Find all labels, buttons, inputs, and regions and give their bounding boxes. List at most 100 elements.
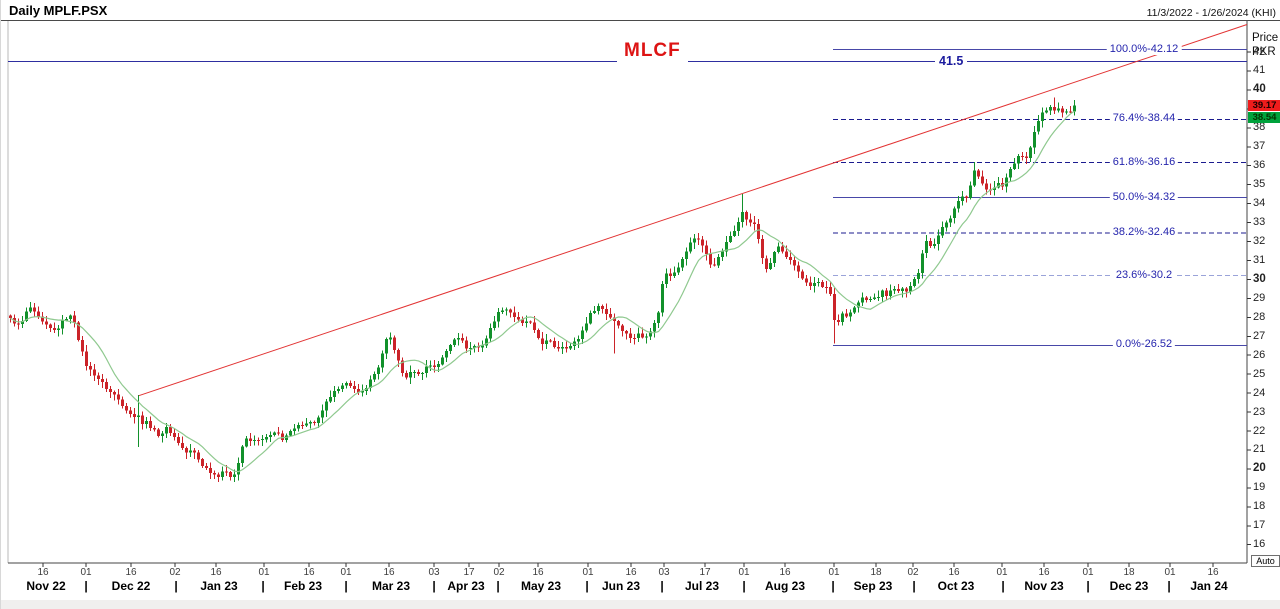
x-axis-month-separator: | bbox=[660, 579, 664, 593]
y-axis-title: Price PKR bbox=[1252, 31, 1278, 59]
y-axis-label: 20 bbox=[1253, 462, 1266, 475]
x-axis-month-label: Jul 23 bbox=[684, 579, 720, 593]
y-axis-label: 24 bbox=[1253, 386, 1266, 399]
x-axis-day-tick: 17 bbox=[699, 567, 711, 578]
fib-level-label: 61.8%-36.16 bbox=[1109, 155, 1179, 168]
y-axis-label: 27 bbox=[1253, 329, 1266, 342]
y-axis-label: 42 bbox=[1253, 45, 1266, 58]
x-axis-month-separator: | bbox=[1001, 579, 1005, 593]
x-axis-day-tick: 16 bbox=[625, 567, 637, 578]
x-axis-month-separator: | bbox=[174, 579, 178, 593]
fib-level-label: 50.0%-34.32 bbox=[1109, 190, 1179, 203]
title-bar: Daily MPLF.PSX 11/3/2022 - 1/26/2024 (KH… bbox=[1, 0, 1280, 21]
x-axis-day-tick: 01 bbox=[80, 567, 92, 578]
x-axis-month-label: Jan 24 bbox=[1190, 579, 1228, 593]
y-axis-label: 36 bbox=[1253, 159, 1266, 172]
x-axis-day-tick: 18 bbox=[1123, 567, 1135, 578]
x-axis-month-label: Apr 23 bbox=[447, 579, 485, 593]
x-axis-month-separator: | bbox=[432, 579, 436, 593]
x-axis-day-tick: 17 bbox=[463, 567, 475, 578]
last-price-marker: 39.17 bbox=[1248, 100, 1280, 111]
x-axis-day-tick: 16 bbox=[210, 567, 222, 578]
fib-level-label: 76.4%-38.44 bbox=[1109, 112, 1179, 125]
x-axis-day-tick: 18 bbox=[870, 567, 882, 578]
x-axis-month-separator: | bbox=[912, 579, 916, 593]
y-axis-label: 22 bbox=[1253, 424, 1266, 437]
y-axis-label: 35 bbox=[1253, 178, 1266, 191]
fib-level-label: 23.6%-30.2 bbox=[1112, 268, 1176, 281]
x-axis-month-label: Mar 23 bbox=[371, 579, 411, 593]
x-axis-month-label: Jun 23 bbox=[601, 579, 641, 593]
auto-scale-button[interactable]: Auto bbox=[1251, 555, 1280, 567]
moving-average-line bbox=[10, 110, 1075, 473]
x-axis-day-tick: 16 bbox=[37, 567, 49, 578]
y-axis-label: 31 bbox=[1253, 253, 1266, 266]
y-axis-title-line1: Price bbox=[1252, 32, 1279, 44]
x-axis-day-tick: 01 bbox=[340, 567, 352, 578]
x-axis-day-tick: 16 bbox=[383, 567, 395, 578]
y-axis-label: 19 bbox=[1253, 481, 1266, 494]
chart-title: Daily MPLF.PSX bbox=[9, 3, 108, 18]
x-axis-day-tick: 01 bbox=[582, 567, 594, 578]
y-axis-label: 17 bbox=[1253, 519, 1266, 532]
y-axis-label: 30 bbox=[1253, 272, 1266, 285]
y-axis-label: 25 bbox=[1253, 367, 1266, 380]
candlestick-series bbox=[9, 97, 1076, 483]
x-axis-month-label: Nov 22 bbox=[26, 579, 66, 593]
x-axis-day-tick: 01 bbox=[996, 567, 1008, 578]
y-axis-label: 38 bbox=[1253, 121, 1266, 134]
fib-level-label: 100.0%-42.12 bbox=[1106, 42, 1182, 55]
x-axis-day-tick: 03 bbox=[658, 567, 670, 578]
x-axis-day-tick: 16 bbox=[532, 567, 544, 578]
window-bottom-strip bbox=[1, 600, 1280, 609]
alert-price-label[interactable]: 41.5 bbox=[935, 54, 968, 68]
y-axis-label: 26 bbox=[1253, 348, 1266, 361]
x-axis-day-tick: 16 bbox=[779, 567, 791, 578]
date-range-label: 11/3/2022 - 1/26/2024 (KHI) bbox=[1146, 7, 1276, 19]
x-axis-day-tick: 02 bbox=[169, 567, 181, 578]
x-axis-month-separator: | bbox=[496, 579, 500, 593]
ma-price-marker: 38.54 bbox=[1248, 112, 1280, 123]
x-axis-month-label: May 23 bbox=[520, 579, 562, 593]
x-axis-month-separator: | bbox=[84, 579, 88, 593]
x-axis-month-label: Dec 23 bbox=[1109, 579, 1149, 593]
x-axis-day-tick: 16 bbox=[948, 567, 960, 578]
y-axis-label: 21 bbox=[1253, 443, 1266, 456]
y-axis-label: 34 bbox=[1253, 197, 1266, 210]
x-axis-month-label: Feb 23 bbox=[283, 579, 323, 593]
y-axis-label: 40 bbox=[1253, 83, 1266, 96]
symbol-watermark: MLCF bbox=[617, 40, 688, 62]
x-axis-day-tick: 01 bbox=[738, 567, 750, 578]
y-axis-label: 23 bbox=[1253, 405, 1266, 418]
y-axis-label: 37 bbox=[1253, 140, 1266, 153]
y-axis-label: 28 bbox=[1253, 310, 1266, 323]
y-axis-label: 18 bbox=[1253, 500, 1266, 513]
y-axis-label: 16 bbox=[1253, 538, 1266, 551]
y-axis-title-line2: PKR bbox=[1252, 46, 1276, 58]
x-axis-day-tick: 16 bbox=[1038, 567, 1050, 578]
x-axis-month-label: Sep 23 bbox=[853, 579, 893, 593]
x-axis-day-tick: 01 bbox=[1164, 567, 1176, 578]
fib-level-label: 38.2%-32.46 bbox=[1109, 225, 1179, 238]
x-axis-month-separator: | bbox=[742, 579, 746, 593]
x-axis-day-tick: 01 bbox=[828, 567, 840, 578]
fib-level-label: 0.0%-26.52 bbox=[1112, 338, 1176, 351]
x-axis-month-label: Dec 22 bbox=[111, 579, 151, 593]
x-axis-month-label: Jan 23 bbox=[200, 579, 238, 593]
x-axis-month-separator: | bbox=[585, 579, 589, 593]
x-axis-day-tick: 16 bbox=[303, 567, 315, 578]
x-axis-month-label: Oct 23 bbox=[937, 579, 975, 593]
x-axis-month-separator: | bbox=[831, 579, 835, 593]
x-axis-day-tick: 16 bbox=[1207, 567, 1219, 578]
x-axis-day-tick: 02 bbox=[493, 567, 505, 578]
x-axis-month-separator: | bbox=[261, 579, 265, 593]
y-axis-label: 32 bbox=[1253, 235, 1266, 247]
y-axis-label: 41 bbox=[1253, 64, 1266, 77]
x-axis-day-tick: 03 bbox=[428, 567, 440, 578]
x-axis-day-tick: 16 bbox=[125, 567, 137, 578]
x-axis-day-tick: 01 bbox=[258, 567, 270, 578]
y-axis-label: 29 bbox=[1253, 291, 1266, 304]
